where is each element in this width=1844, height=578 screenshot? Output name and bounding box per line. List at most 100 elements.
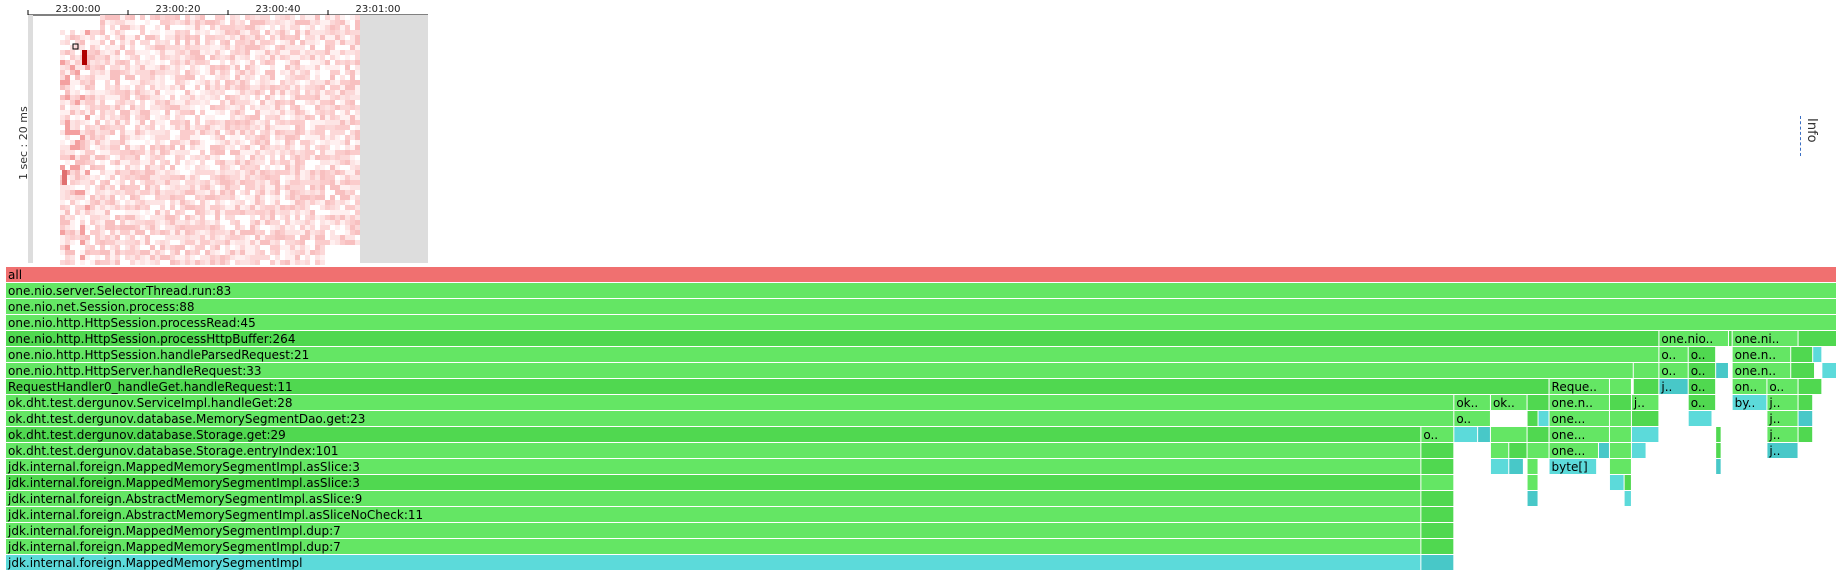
flame-frame[interactable]: one.n.. [1732,363,1791,378]
flame-frame[interactable] [1798,379,1822,394]
flame-frame-rect[interactable] [6,411,1454,426]
flame-frame-rect[interactable] [1454,395,1490,410]
flame-frame-rect[interactable] [1598,443,1609,458]
flame-frame-rect[interactable] [1509,459,1523,474]
flame-frame-rect[interactable] [1631,427,1659,442]
flame-frame[interactable]: j.. [1659,379,1688,394]
flame-frame-rect[interactable] [1490,443,1509,458]
flame-frame[interactable] [1609,475,1624,490]
flame-frame[interactable]: one... [1549,427,1609,442]
flame-frame[interactable] [1421,523,1454,538]
flame-frame[interactable] [1688,411,1712,426]
flame-frame-rect[interactable] [1509,443,1527,458]
flame-frame[interactable] [1633,363,1659,378]
flame-frame[interactable]: ok.dht.test.dergunov.ServiceImpl.handleG… [6,395,1454,410]
flame-frame-rect[interactable] [1659,331,1728,346]
flame-frame-rect[interactable] [1798,395,1813,410]
flame-frame[interactable]: ok.dht.test.dergunov.database.Storage.en… [6,443,1421,458]
flame-frame-rect[interactable] [6,475,1421,490]
flame-frame-rect[interactable] [6,443,1421,458]
flame-frame[interactable]: o.. [1688,395,1716,410]
flame-frame[interactable]: byte[] [1549,459,1597,474]
flame-frame[interactable]: o.. [1421,427,1454,442]
flame-frame-rect[interactable] [1454,411,1490,426]
flame-frame[interactable] [1609,427,1631,442]
flame-frame[interactable]: ok.. [1454,395,1490,410]
heatmap-panel[interactable]: 23:00:00 23:00:20 23:00:40 23:01:00 1 sec :… [0,0,440,266]
flame-frame-rect[interactable] [6,363,1633,378]
flame-frame-rect[interactable] [1490,459,1509,474]
flame-frame-rect[interactable] [1624,491,1631,506]
flame-frame-rect[interactable] [6,507,1421,522]
flame-frame[interactable]: j.. [1767,411,1798,426]
flame-frame-rect[interactable] [1549,395,1609,410]
flame-frame-rect[interactable] [1822,363,1836,378]
flame-frame-rect[interactable] [1527,411,1538,426]
flame-frame-rect[interactable] [1421,443,1454,458]
info-tab[interactable]: Info [1800,116,1827,156]
flame-frame-rect[interactable] [6,299,1836,314]
flame-frame[interactable]: o.. [1688,379,1716,394]
flame-frame[interactable] [1633,379,1659,394]
flame-frame[interactable] [1490,443,1509,458]
flame-frame-rect[interactable] [1609,459,1631,474]
flame-frame[interactable] [1421,475,1454,490]
flame-frame-rect[interactable] [1609,395,1631,410]
flame-frame[interactable] [1490,459,1509,474]
flame-frame-rect[interactable] [1688,411,1712,426]
flame-frame[interactable] [1509,443,1527,458]
flame-frame[interactable] [1609,459,1631,474]
flame-frame[interactable] [1609,411,1631,426]
flame-frame[interactable]: jdk.internal.foreign.MappedMemorySegment… [6,523,1421,538]
flame-frame-rect[interactable] [1454,427,1478,442]
heatmap-hot-cell[interactable] [62,170,67,185]
flame-frame[interactable]: by.. [1732,395,1767,410]
flame-frame-rect[interactable] [1767,427,1798,442]
flame-frame-rect[interactable] [1631,411,1659,426]
flame-frame-rect[interactable] [1633,379,1659,394]
flame-frame-rect[interactable] [1732,363,1791,378]
flame-frame[interactable] [1631,427,1659,442]
flame-frame-rect[interactable] [1421,427,1454,442]
flame-frame-rect[interactable] [6,347,1659,362]
flame-frame[interactable]: o.. [1659,347,1688,362]
flame-frame-rect[interactable] [1732,347,1791,362]
flame-frame[interactable]: all [6,267,1836,282]
flame-frame[interactable] [1609,379,1631,394]
flame-frame[interactable]: j.. [1631,395,1659,410]
flame-frame[interactable] [1527,427,1549,442]
flame-frame-rect[interactable] [1716,363,1728,378]
flame-frame[interactable] [1509,459,1523,474]
flame-frame-rect[interactable] [1716,427,1721,442]
flame-frame-rect[interactable] [1732,395,1767,410]
flame-frame-rect[interactable] [1527,475,1538,490]
flame-frame-rect[interactable] [1631,443,1646,458]
flame-frame-rect[interactable] [6,283,1836,298]
flame-frame-rect[interactable] [1659,347,1688,362]
flame-frame[interactable]: one.nio.http.HttpSession.processHttpBuff… [6,331,1659,346]
flame-frame-rect[interactable] [1791,347,1813,362]
flame-frame-rect[interactable] [1798,411,1813,426]
flame-frame-rect[interactable] [1716,443,1721,458]
flame-frame[interactable]: jdk.internal.foreign.MappedMemorySegment… [6,475,1421,490]
flame-frame-rect[interactable] [6,555,1421,570]
flame-frame[interactable] [1598,443,1609,458]
flame-frame[interactable] [1421,459,1454,474]
flame-frame-rect[interactable] [6,459,1421,474]
flame-frame-rect[interactable] [1688,347,1716,362]
flame-frame[interactable]: j.. [1767,427,1798,442]
flame-frame[interactable] [1624,491,1631,506]
flame-frame[interactable]: j.. [1767,443,1798,458]
flame-frame-rect[interactable] [1798,379,1822,394]
flame-frame-rect[interactable] [6,379,1549,394]
flame-frame-rect[interactable] [1527,491,1538,506]
flame-frame-rect[interactable] [1421,491,1454,506]
flame-frame-rect[interactable] [1624,475,1631,490]
flame-frame[interactable]: ok.dht.test.dergunov.database.Storage.ge… [6,427,1421,442]
flame-frame-rect[interactable] [1688,379,1716,394]
flame-frame-rect[interactable] [1549,443,1598,458]
flame-frame-rect[interactable] [1767,443,1798,458]
flame-frame-rect[interactable] [6,491,1421,506]
flame-frame[interactable] [1822,363,1836,378]
flame-frame-rect[interactable] [1798,331,1836,346]
